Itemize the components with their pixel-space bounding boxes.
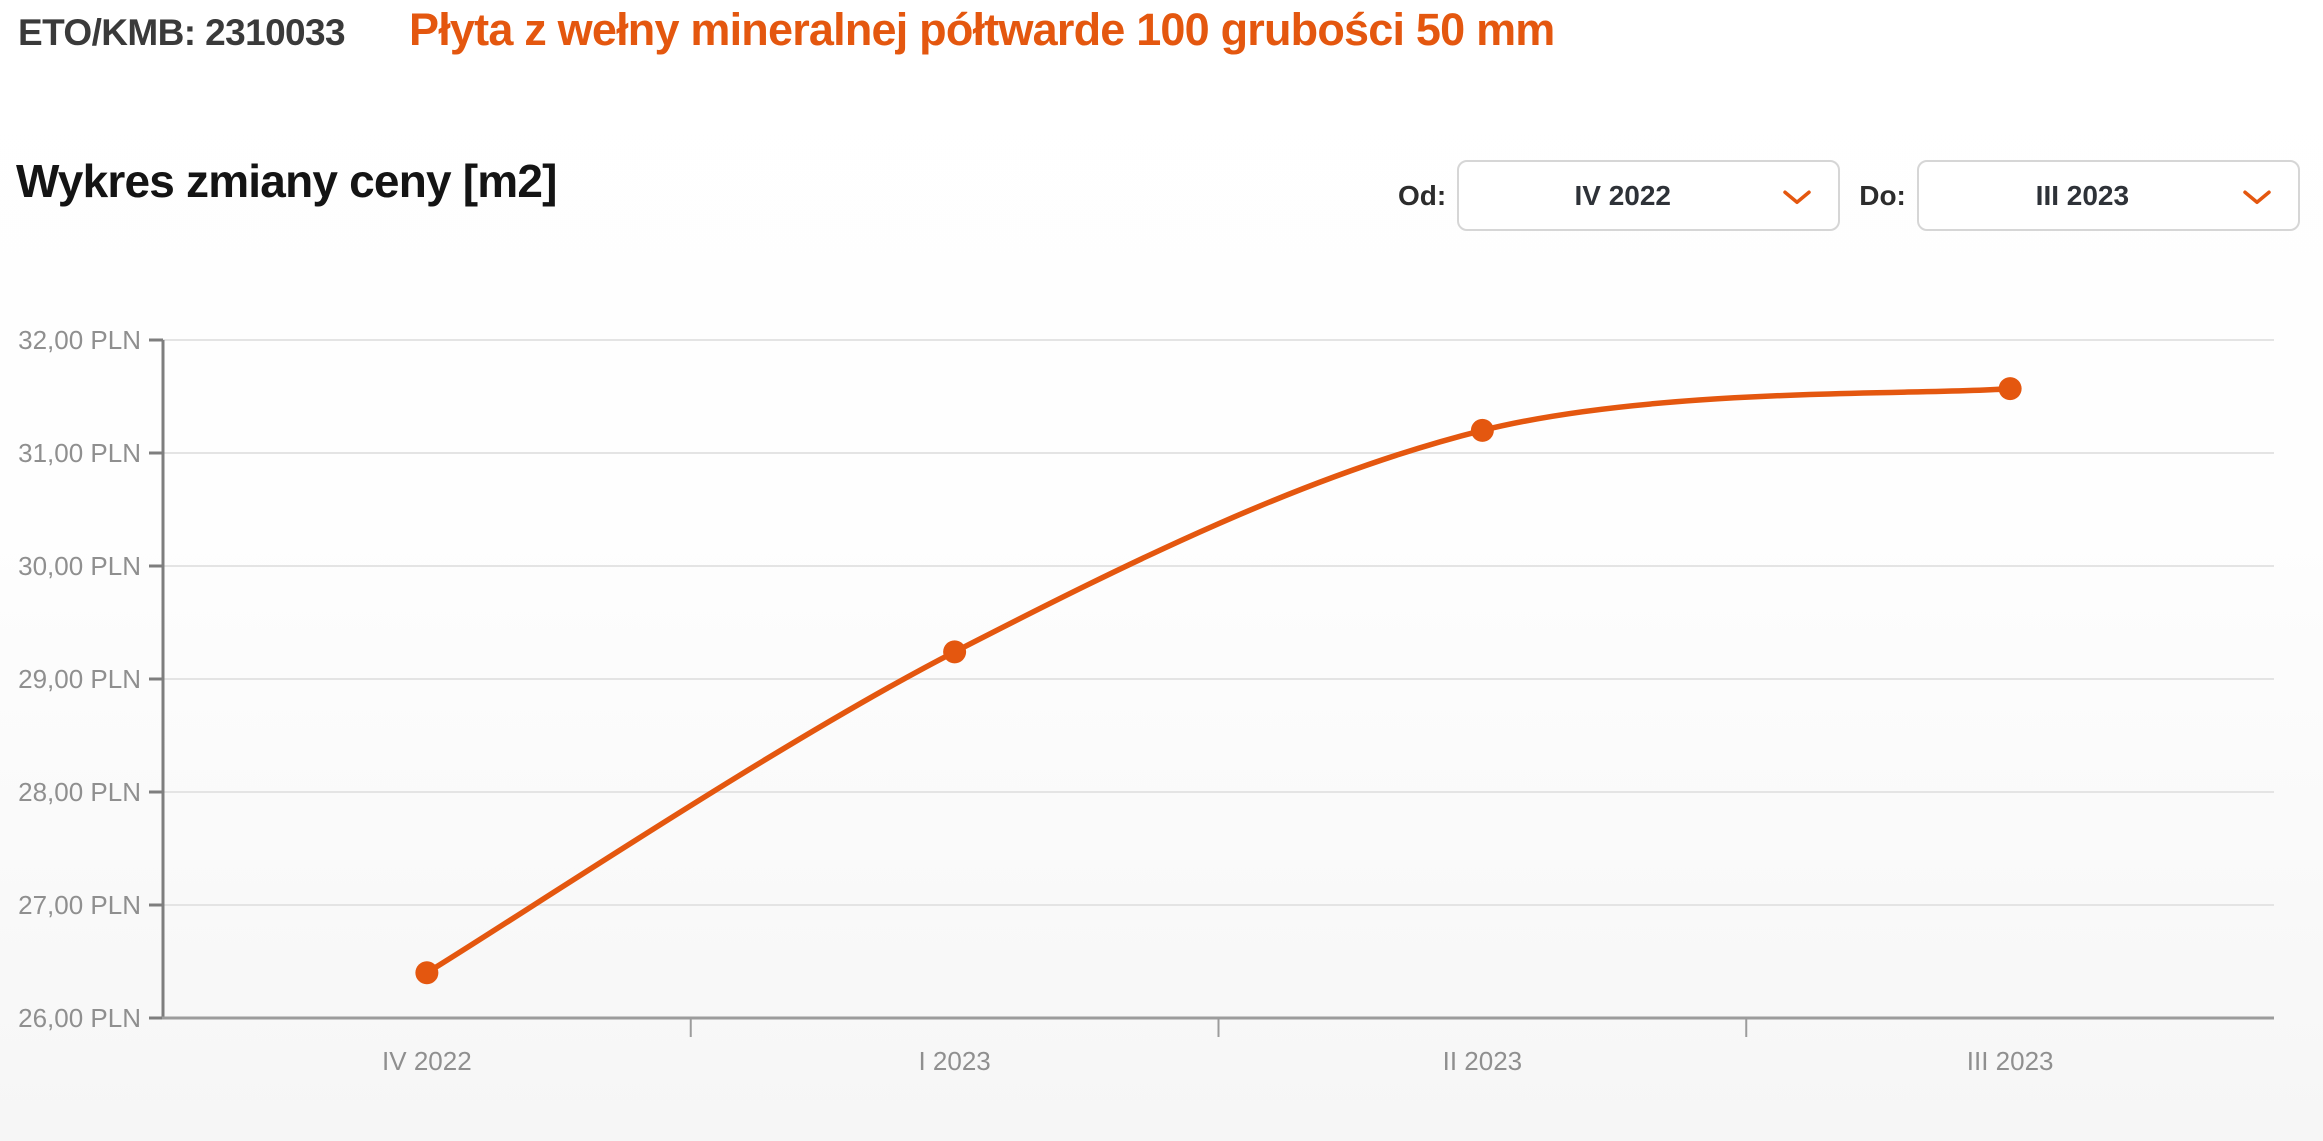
data-point-marker[interactable] (943, 640, 967, 664)
x-axis-label: IV 2022 (382, 1046, 472, 1076)
x-axis-label: II 2023 (1443, 1046, 1523, 1076)
date-range-filters: Od: IV 2022 Do: III 2023 (1398, 160, 2300, 231)
to-select[interactable]: III 2023 (1916, 160, 2300, 231)
from-select-value: IV 2022 (1574, 179, 1671, 211)
to-select-value: III 2023 (2035, 179, 2130, 211)
page-header: ETO/KMB: 2310033 Płyta z wełny mineralne… (18, 4, 1555, 56)
y-axis-label: 27,00 PLN (18, 890, 141, 920)
product-code: ETO/KMB: 2310033 (18, 12, 346, 53)
from-label: Od: (1398, 179, 1447, 211)
y-axis-label: 26,00 PLN (18, 1003, 141, 1033)
chevron-down-icon (1782, 189, 1812, 205)
product-title: Płyta z wełny mineralnej półtwarde 100 g… (408, 4, 1555, 55)
data-point-marker[interactable] (415, 961, 439, 985)
to-label: Do: (1859, 179, 1906, 211)
y-axis-label: 32,00 PLN (18, 325, 141, 355)
x-axis-label: I 2023 (918, 1046, 990, 1076)
x-axis-label: III 2023 (1967, 1046, 2054, 1076)
y-axis-label: 31,00 PLN (18, 438, 141, 468)
y-axis-label: 29,00 PLN (18, 664, 141, 694)
chevron-down-icon (2242, 189, 2272, 205)
chart-section-title: Wykres zmiany ceny [m2] (16, 155, 557, 207)
y-axis-label: 28,00 PLN (18, 777, 141, 807)
data-point-marker[interactable] (1470, 418, 1494, 442)
y-axis-label: 30,00 PLN (18, 551, 141, 581)
data-point-marker[interactable] (1998, 377, 2022, 401)
from-select[interactable]: IV 2022 (1457, 160, 1841, 231)
price-series-line (424, 385, 2013, 976)
